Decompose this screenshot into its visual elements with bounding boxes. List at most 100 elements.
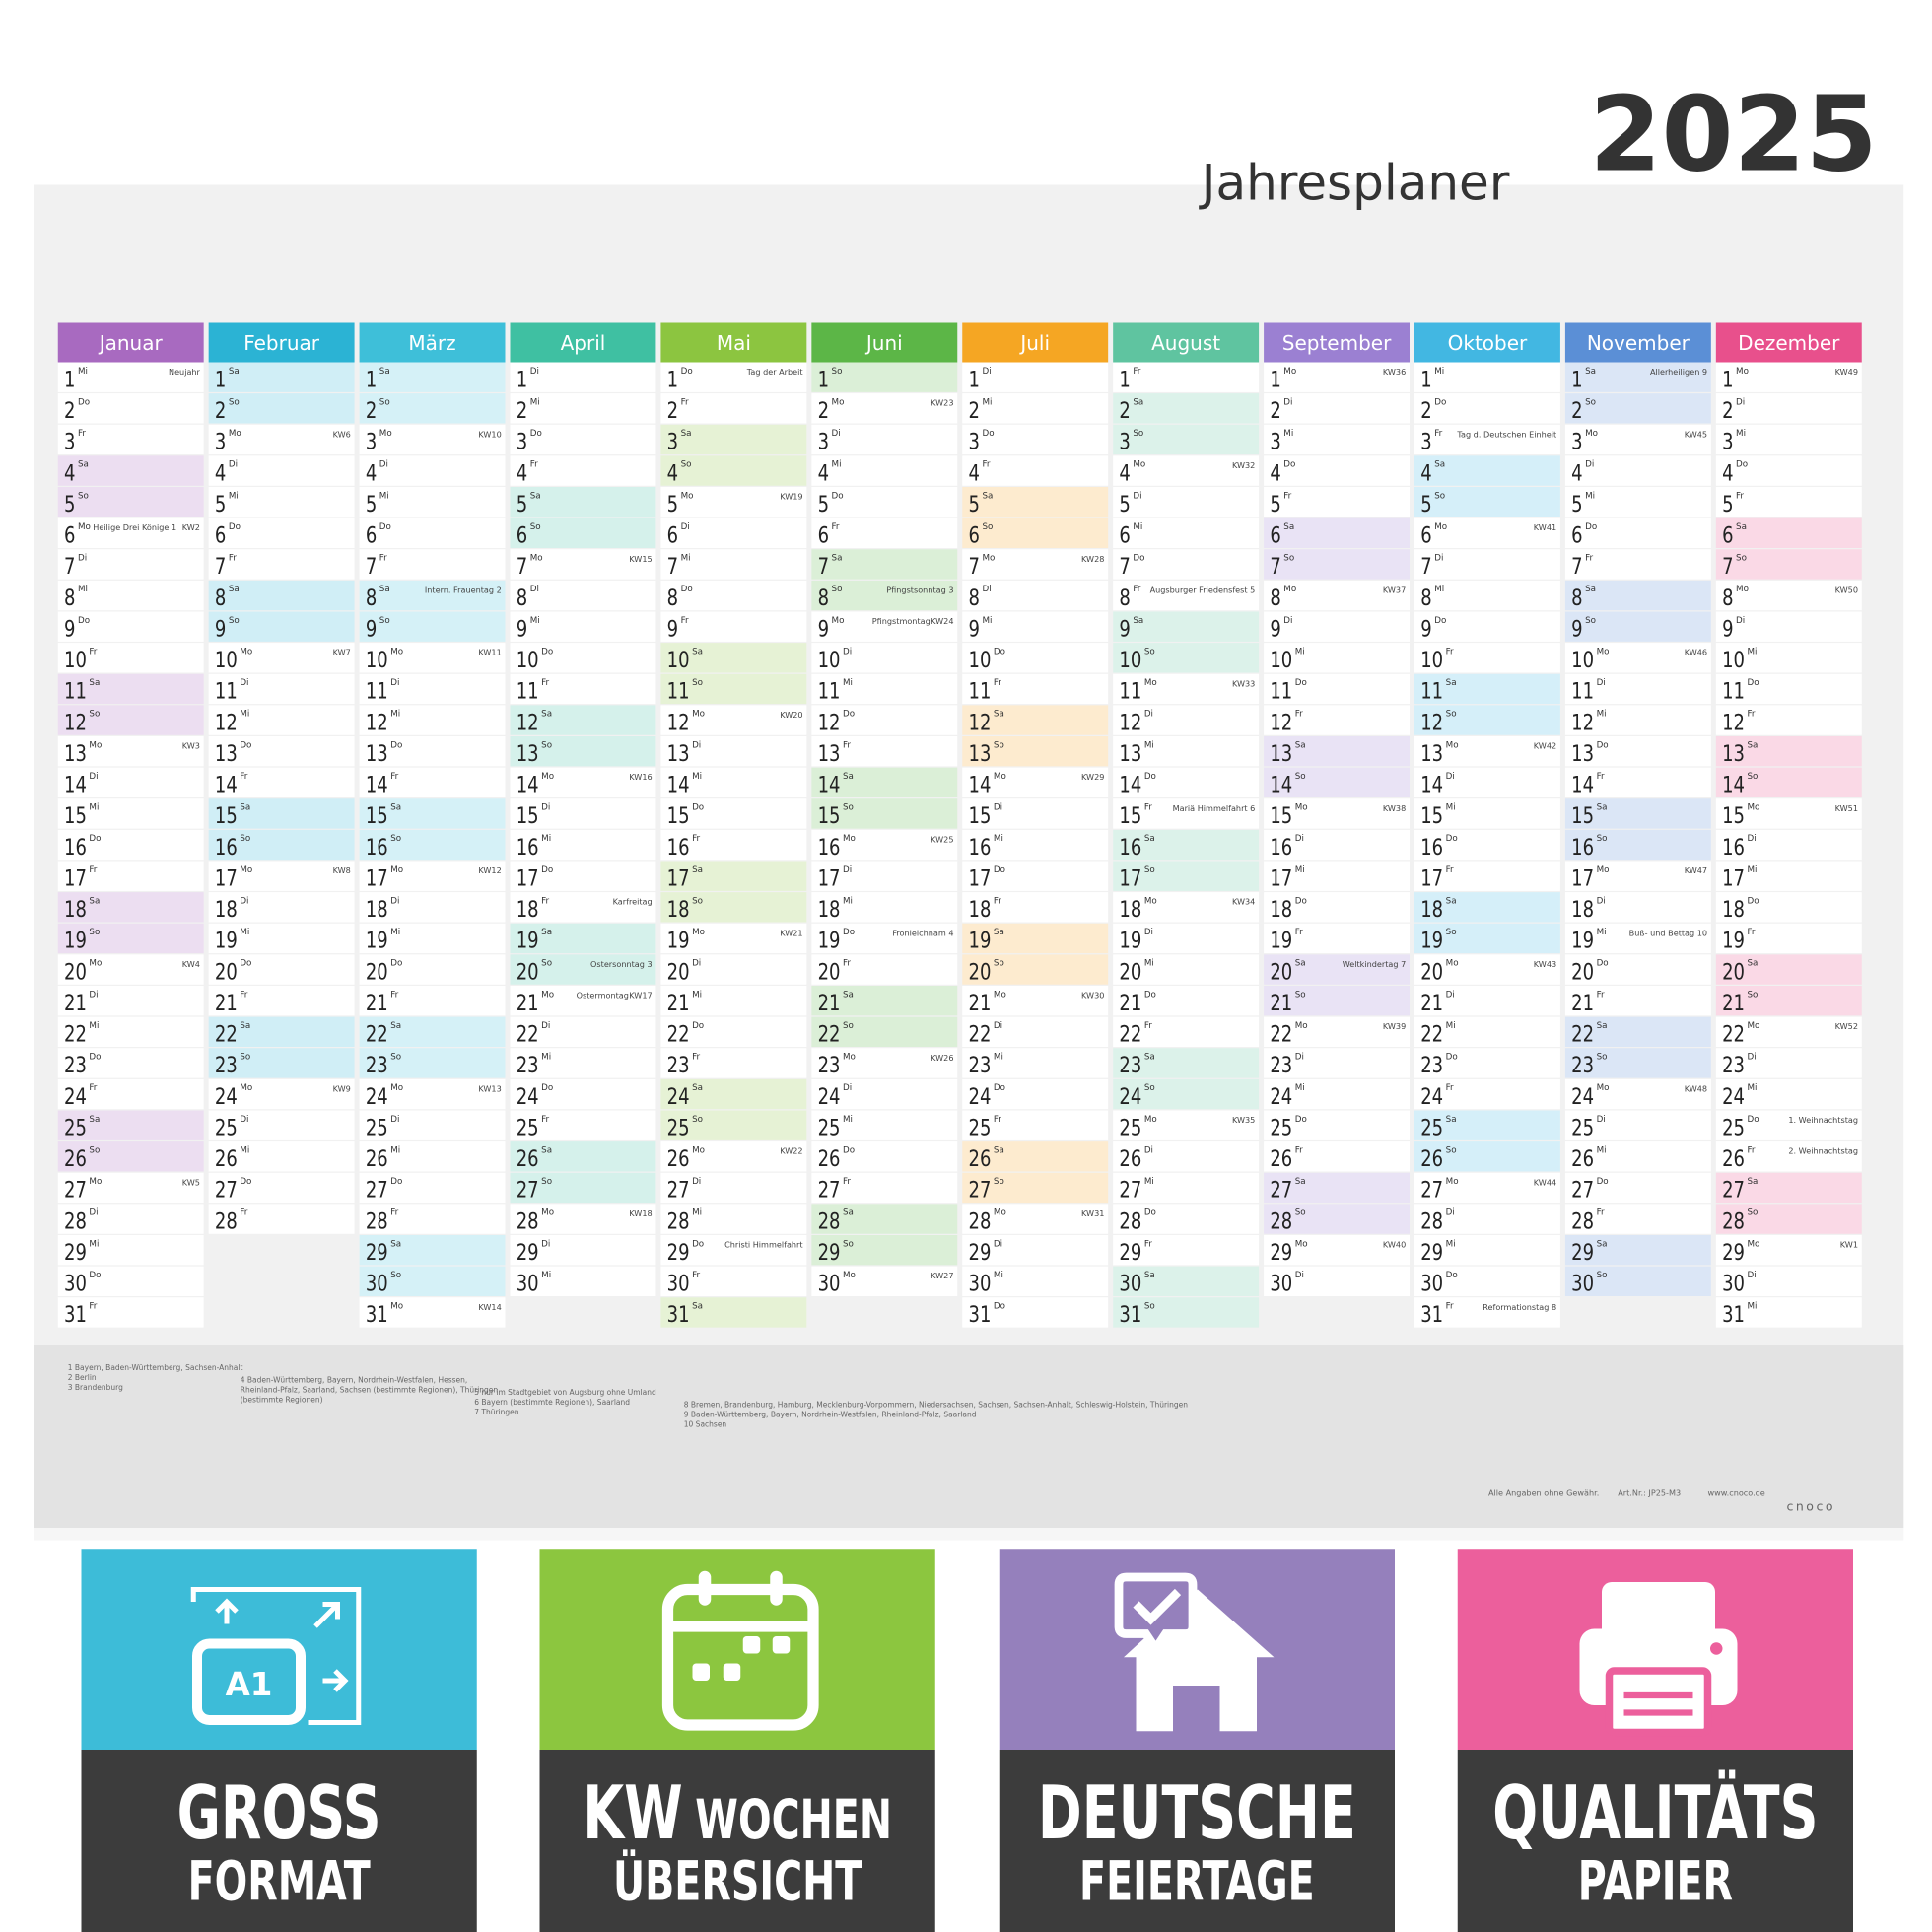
weekday: Di [1144,928,1153,937]
day-cell [660,705,807,735]
month-name: Juli [1018,331,1050,355]
weekday: Do [240,740,251,750]
day-cell [962,892,1109,923]
weekday: Di [843,647,852,656]
day-cell [208,1110,355,1140]
tile-text: ÜBERSICHT [613,1849,862,1913]
weekday: Di [530,585,539,594]
weekday: Mo [1295,1021,1308,1031]
day-number: 21 [1270,990,1292,1016]
day-cell [1113,829,1260,861]
weekday: Mo [541,772,554,782]
weekend-shade [1414,1141,1560,1172]
day-cell [510,643,656,673]
weekend-shade [811,580,958,611]
day-number: 18 [1270,896,1292,923]
day-cell [962,1204,1109,1234]
day-cell [359,611,506,642]
day-cell [359,1141,506,1172]
weekday: Fr [681,616,689,626]
weekend-shade [1113,393,1260,424]
day-number: 6 [64,522,75,549]
weekday: So [843,803,854,813]
tile-word: WOCHEN [695,1790,892,1852]
day-cell [1414,1235,1560,1266]
day-cell [962,424,1109,455]
day-cell [1414,986,1560,1016]
day-cell [1564,1048,1711,1078]
weekday: Mo [89,740,102,750]
day-cell [1564,455,1711,486]
day-cell [811,487,958,518]
day-number: 19 [1119,928,1141,954]
day-number: 3 [1571,429,1582,455]
month-header [208,322,355,363]
day-cell [811,1110,958,1140]
day-number: 22 [215,1021,238,1048]
tile-bottom [1457,1750,1853,1932]
day-number: 6 [667,522,678,549]
weekday: Fr [390,990,398,1000]
weekday: Fr [1295,928,1303,937]
weekend-shade [660,424,807,455]
day-number: 14 [215,772,238,798]
weekend-shade [1264,518,1410,548]
day-cell [208,798,355,829]
weekday: Fr [692,1053,700,1063]
weekday: Di [1295,1271,1304,1280]
week-number: KW19 [780,492,802,502]
day-number: 2 [1119,397,1130,424]
weekday: Di [390,896,399,906]
day-cell [1113,362,1260,392]
day-cell [1113,1141,1260,1172]
tile-bottom [999,1750,1395,1932]
day-cell [1715,954,1862,985]
weekday: Mo [541,990,554,1000]
weekday: So [843,1021,854,1031]
day-cell [1264,1110,1410,1140]
day-number: 15 [1270,802,1292,829]
day-cell [1264,1266,1410,1296]
week-number: KW39 [1383,1021,1406,1031]
weekday: Mo [692,710,705,720]
day-cell [660,1297,807,1328]
weekday: Sa [89,1115,100,1125]
day-cell [1715,1048,1862,1078]
day-number: 12 [215,709,238,735]
day-number: 26 [1420,1145,1443,1172]
day-cell [660,1172,807,1204]
weekday: So [843,1239,854,1249]
weekday: Fr [1597,990,1605,1000]
day-number: 15 [1722,802,1745,829]
day-number: 13 [969,740,992,767]
weekday: Di [229,460,238,470]
day-number: 27 [517,1177,539,1204]
weekday: Sa [1747,740,1758,750]
weekday: Mi [1446,803,1456,813]
day-number: 20 [1270,958,1292,985]
day-cell [1414,518,1560,548]
day-cell [1564,892,1711,923]
day-cell [1564,1016,1711,1047]
weekday: So [240,834,250,844]
day-number: 20 [1722,958,1745,985]
day-number: 25 [1420,1115,1443,1141]
weekend-shade [1414,892,1560,923]
week-number: KW51 [1835,803,1858,813]
day-cell [57,673,204,705]
day-cell [962,1297,1109,1328]
day-number: 31 [366,1301,388,1328]
day-number: 20 [818,958,841,985]
day-number: 24 [517,1083,539,1110]
weekday: Fr [843,1177,851,1187]
weekday: Sa [1597,803,1608,813]
day-cell [1414,580,1560,611]
day-cell [1414,549,1560,580]
weekday: Do [380,522,391,532]
day-cell [359,455,506,486]
day-cell [1113,798,1260,829]
day-cell [1414,705,1560,735]
day-number: 17 [366,865,388,892]
weekday: Di [1434,554,1443,564]
day-cell [57,1141,204,1172]
